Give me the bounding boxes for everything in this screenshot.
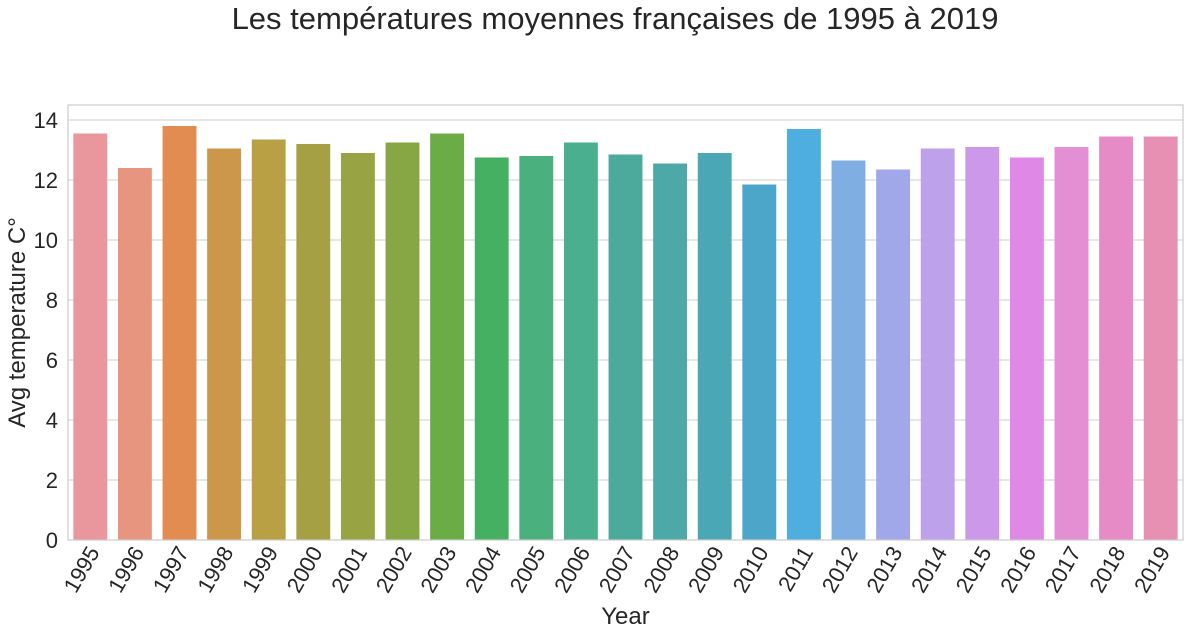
x-tick-label: 2000	[282, 542, 328, 597]
bar-2011	[786, 129, 821, 540]
bar-2008	[653, 163, 688, 540]
y-tick-label: 4	[46, 408, 58, 433]
bar-2004	[474, 157, 509, 540]
x-tick-label: 2019	[1129, 542, 1175, 597]
y-tick-label: 6	[46, 348, 58, 373]
x-tick-label: 2013	[861, 542, 907, 597]
x-tick-label: 2010	[728, 542, 774, 597]
x-tick-label: 2002	[371, 542, 417, 597]
bar-1995	[73, 133, 108, 540]
bar-2010	[742, 184, 777, 540]
bar-2013	[876, 169, 911, 540]
x-tick-label: 1997	[148, 542, 194, 597]
x-tick-label: 1998	[192, 542, 238, 597]
bar-1998	[207, 148, 242, 540]
x-tick-label: 2004	[460, 542, 506, 597]
x-tick-label: 2006	[549, 542, 595, 597]
y-tick-label: 12	[34, 168, 58, 193]
x-tick-label: 1999	[237, 542, 283, 597]
bar-2003	[430, 133, 465, 540]
x-tick-label: 2007	[594, 542, 640, 597]
bar-2001	[340, 153, 375, 540]
bar-2012	[831, 160, 866, 540]
plot-frame	[67, 104, 1184, 541]
x-axis-label: Year	[601, 603, 650, 630]
bar-1997	[162, 126, 197, 540]
y-tick-labels: 0 2 4 6 8 10 12 14	[34, 108, 58, 553]
bar-2017	[1054, 147, 1089, 540]
bar-2002	[385, 142, 420, 540]
bar-2018	[1099, 136, 1134, 540]
x-tick-labels: 1995199619971998199920002001200220032004…	[59, 542, 1176, 597]
bar-2009	[697, 153, 732, 540]
y-axis-label: Avg temperature C°	[4, 217, 31, 428]
x-tick-label: 2005	[505, 542, 551, 597]
bar-2006	[563, 142, 598, 540]
y-tick-label: 10	[34, 228, 58, 253]
bar-1996	[117, 168, 152, 540]
bar-1999	[251, 139, 286, 540]
bar-2015	[965, 147, 1000, 540]
y-tick-label: 0	[46, 528, 58, 553]
bar-2016	[1009, 157, 1044, 540]
x-tick-label: 2008	[638, 542, 684, 597]
x-tick-label: 2003	[415, 542, 461, 597]
x-tick-label: 2016	[995, 542, 1041, 597]
x-tick-label: 2012	[817, 542, 863, 597]
x-tick-label: 2017	[1040, 542, 1086, 597]
y-tick-label: 14	[34, 108, 58, 133]
x-tick-label: 1995	[59, 542, 105, 597]
bar-2019	[1143, 136, 1178, 540]
x-tick-label: 2009	[683, 542, 729, 597]
bars	[73, 126, 1178, 540]
chart-title: Les températures moyennes françaises de …	[232, 1, 999, 36]
x-tick-label: 2014	[906, 542, 952, 597]
x-tick-label: 2011	[773, 542, 818, 595]
bar-2014	[920, 148, 955, 540]
x-tick-label: 2018	[1084, 542, 1130, 597]
bar-2005	[519, 156, 554, 540]
y-tick-label: 2	[46, 468, 58, 493]
x-tick-label: 2001	[326, 542, 372, 597]
x-tick-label: 2015	[951, 542, 997, 597]
x-tick-label: 1996	[103, 542, 149, 597]
y-tick-label: 8	[46, 288, 58, 313]
bar-2000	[296, 144, 331, 540]
bar-2007	[608, 154, 643, 540]
